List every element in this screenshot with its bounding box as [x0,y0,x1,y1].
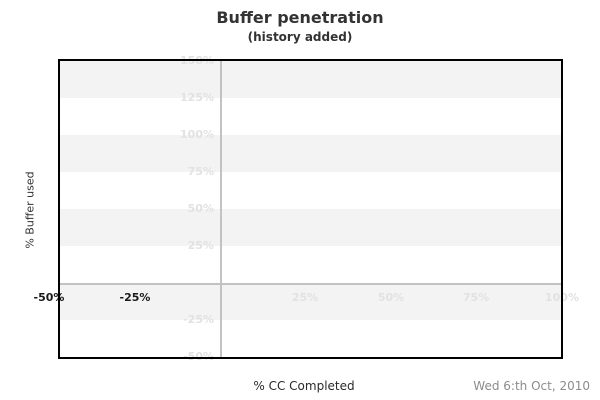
x-tick-neg25: -25% [119,291,151,304]
plot-band [60,61,561,98]
y-tick-125: 125% [180,91,214,104]
chart-subtitle: (history added) [247,30,353,44]
y-tick-25: 25% [187,239,214,252]
band-stripes [60,61,561,357]
zero-gridline-horizontal [60,283,561,285]
y-tick-75: 75% [187,165,214,178]
x-axis-title: % CC Completed [253,379,355,393]
footer-date: Wed 6:th Oct, 2010 [473,379,590,393]
y-tick-50: 50% [187,202,214,215]
x-tick-100: 100% [545,291,579,304]
y-tick-neg50: -50% [183,350,214,363]
x-tick-25: 25% [291,291,319,304]
zero-gridline-vertical [220,61,222,357]
plot-area [60,61,561,357]
plot-band [60,172,561,209]
x-tick-75: 75% [462,291,490,304]
plot-band [60,320,561,357]
plot-band [60,209,561,246]
x-tick-neg50: -50% [33,291,65,304]
plot-band [60,246,561,283]
y-tick-neg25: -25% [183,313,214,326]
y-axis-title: % Buffer used [23,171,37,249]
chart-title: Buffer penetration [216,8,384,27]
plot-band [60,98,561,135]
plot-band [60,283,561,320]
plot-band [60,135,561,172]
y-tick-100: 100% [180,128,214,141]
y-tick-150: 150% [180,54,214,67]
x-tick-50: 50% [377,291,405,304]
